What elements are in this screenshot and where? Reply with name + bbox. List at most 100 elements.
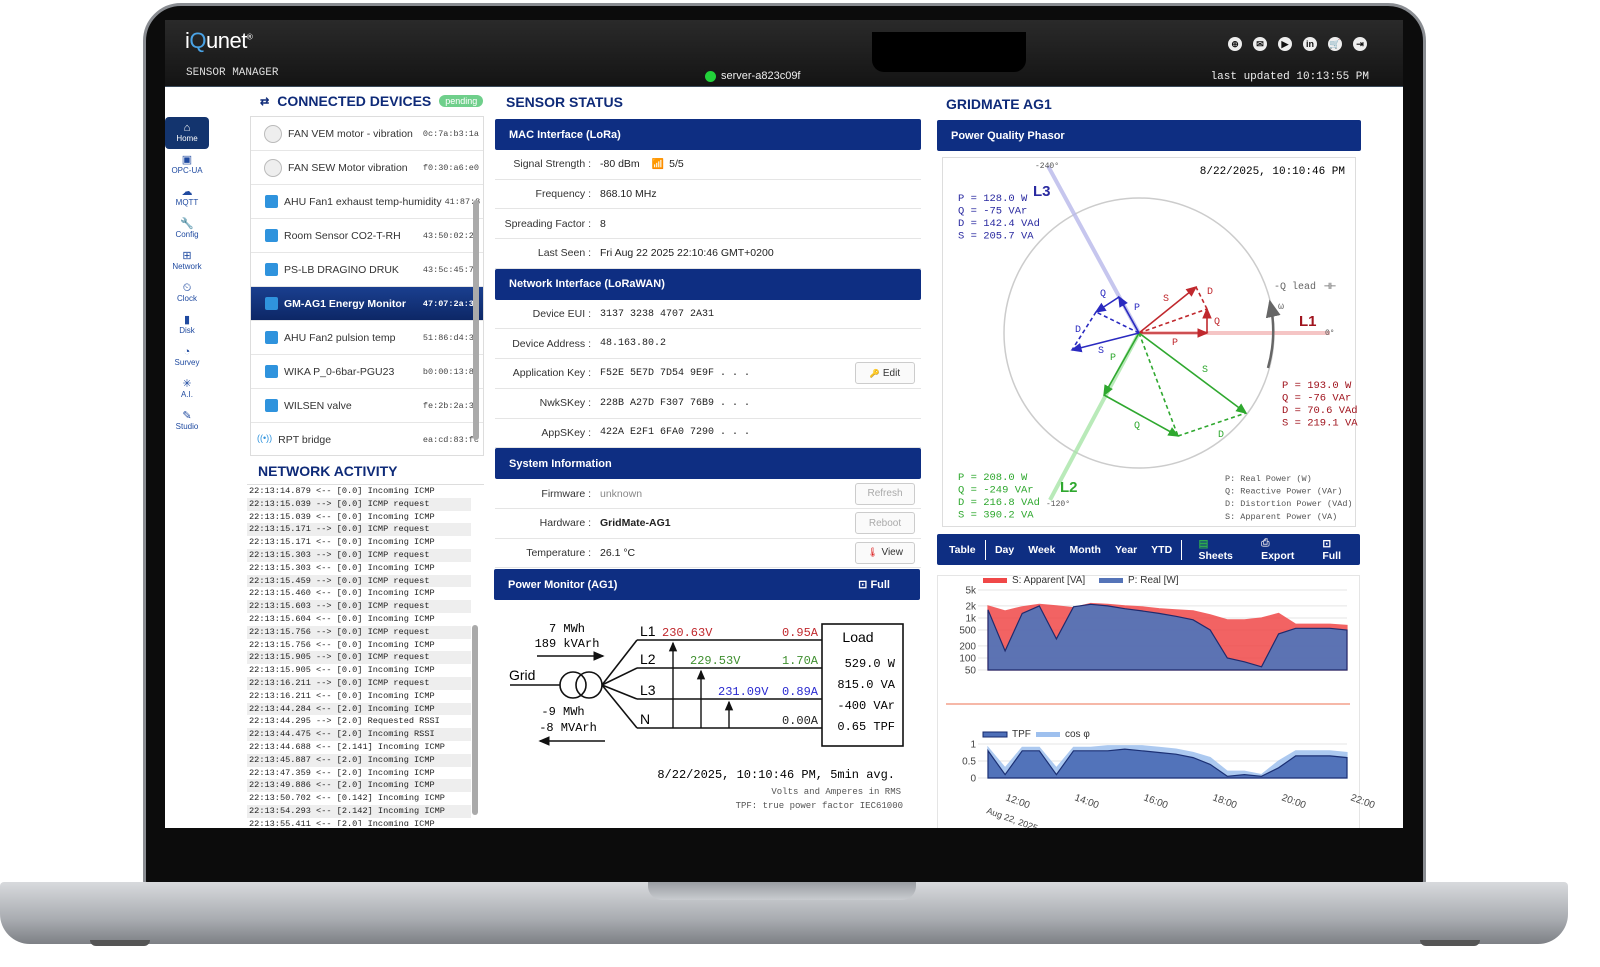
online-dot <box>705 70 716 82</box>
load-value: 529.0 W <box>845 657 896 671</box>
export-button[interactable]: ⎙ Export <box>1254 537 1301 562</box>
phase-stat: Q = -249 VAr <box>958 485 1034 497</box>
fan-wire <box>601 684 638 729</box>
device-item[interactable]: Room Sensor CO2-T-RH 43:50:02:26 <box>251 219 483 253</box>
sidebar-item-survey[interactable]: ◔ Survey <box>165 341 209 373</box>
x-tick: 14:00 <box>1073 792 1101 811</box>
sidebar-item-label: Config <box>175 229 199 239</box>
row-label: Application Key : <box>512 367 591 380</box>
device-mac: 0c:7a:b3:1a <box>422 128 479 139</box>
transformer-coil <box>559 671 587 699</box>
device-list-scrollbar[interactable] <box>473 200 479 440</box>
range-week[interactable]: Week <box>1028 543 1056 556</box>
logout-icon[interactable]: ⇥ <box>1353 37 1367 51</box>
cart-icon[interactable]: 🛒 <box>1328 37 1342 51</box>
log-scrollbar[interactable] <box>472 625 478 815</box>
sheets-icon: ▤ <box>1198 537 1209 550</box>
mail-icon[interactable]: ✉ <box>1253 37 1267 51</box>
phasor-legend-item: Q: Reactive Power (VAr) <box>1225 487 1342 497</box>
export-reactive: -8 MVArh <box>539 721 597 735</box>
y-tick: 100 <box>959 653 976 664</box>
range-ytd[interactable]: YTD <box>1151 543 1173 556</box>
log-line: 22:13:45.887 <-- [2.0] Incoming ICMP <box>247 753 471 767</box>
reboot-button[interactable]: Reboot <box>855 512 915 535</box>
power-monitor-diagram: L1 230.63V 0.95A L2 229.53V 1.70A L3 231.09V 0.8… <box>509 622 904 811</box>
range-year[interactable]: Year <box>1114 543 1138 556</box>
device-item[interactable]: FAN SEW Motor vibration f0:30:a6:e0 <box>251 151 483 185</box>
import-reactive: 189 kVArh <box>535 637 600 651</box>
range-month[interactable]: Month <box>1069 543 1101 556</box>
sidebar-item-mqtt[interactable]: ☁ MQTT <box>165 181 209 213</box>
globe-icon[interactable]: ⊕ <box>1228 37 1242 51</box>
x-tick: 20:00 <box>1280 792 1308 811</box>
row-value: 422A E2F1 6FA0 7290 . . . <box>600 427 751 439</box>
phase-stat: Q = -75 VAr <box>958 206 1027 218</box>
log-line: 22:13:15.039 --> [0.0] ICMP request <box>247 497 471 511</box>
table-button[interactable]: Table <box>949 543 976 556</box>
row-label: Frequency : <box>535 188 591 201</box>
sidebar-item-studio[interactable]: ✎ Studio <box>165 405 209 437</box>
refresh-button[interactable]: Refresh <box>855 482 915 505</box>
sidebar-item-network[interactable]: ⊞ Network <box>165 245 209 277</box>
full-button[interactable]: ⊡ Full <box>858 579 890 591</box>
status-row: AppSKey : 422A E2F1 6FA0 7290 . . . <box>495 419 921 449</box>
toolbar-divider <box>1181 539 1183 560</box>
device-item[interactable]: ((•)) RPT bridge ea:cd:83:fc <box>251 423 483 455</box>
server-status: server-a823c09f <box>705 70 801 82</box>
sheets-button[interactable]: ▤ Sheets <box>1191 538 1240 562</box>
device-item[interactable]: GM-AG1 Energy Monitor 47:07:2a:31 <box>251 287 483 321</box>
legend-label: S: Apparent [VA] <box>1012 575 1085 586</box>
sidebar-item-label: A.I. <box>180 389 193 399</box>
phasor-box <box>942 157 1356 527</box>
device-item[interactable]: WIKA P_0-6bar-PGU23 b0:00:13:8e <box>251 355 483 389</box>
sidebar-item-config[interactable]: 🔧 Config <box>165 213 209 245</box>
device-item[interactable]: PS-LB DRAGINO DRUK 43:5c:45:75 <box>251 253 483 287</box>
sidebar-item-home[interactable]: ⌂ Home <box>165 117 209 149</box>
log-line: 22:13:15.756 <-- [0.0] Incoming ICMP <box>249 639 435 650</box>
device-item[interactable]: AHU Fan1 exhaust temp-humidity 41:87:8 <box>251 185 483 219</box>
device-mac: 43:50:02:26 <box>422 230 479 241</box>
range-day[interactable]: Day <box>994 543 1015 556</box>
iqunet-logo[interactable]: iQunet® <box>185 28 253 53</box>
sidebar-item-ai[interactable]: ✳ A.I. <box>165 373 209 405</box>
power-monitor-header: Power Monitor (AG1) ⊡ Full <box>494 569 920 600</box>
sidebar-item-opcua[interactable]: ▣ OPC-UA <box>165 149 209 181</box>
row-label: Signal Strength : <box>513 158 591 171</box>
load-title: Load <box>842 629 873 645</box>
edit-button[interactable]: 🔑 Edit <box>855 362 915 385</box>
phase-stat: S = 205.7 VA <box>958 231 1034 243</box>
legend-swatch <box>982 731 1008 738</box>
full-button[interactable]: ⊡ Full <box>1315 538 1353 562</box>
y-tick: 1 <box>970 740 976 751</box>
view-button[interactable]: 🌡 View <box>855 541 915 564</box>
sidebar-item-disk[interactable]: ▮ Disk <box>165 309 209 341</box>
status-row: Application Key : F52E 5E7D 7D54 9E9F . .… <box>495 359 921 389</box>
sidebar-item-clock[interactable]: ⏲ Clock <box>165 277 209 309</box>
l3-sum-dashed <box>1095 311 1140 334</box>
device-list: FAN VEM motor - vibration 0c:7a:b3:1a FAN … <box>250 116 484 456</box>
section-title: MAC Interface (LoRa) <box>509 128 621 141</box>
device-mac: 47:07:2a:31 <box>422 298 479 309</box>
linkedin-icon[interactable]: in <box>1303 37 1317 51</box>
button-label: Reboot <box>868 517 902 529</box>
device-item[interactable]: WILSEN valve fe:2b:2a:38 <box>251 389 483 423</box>
phase-name: L1 <box>640 623 656 639</box>
device-mac: fe:2b:2a:38 <box>422 400 479 411</box>
device-item[interactable]: FAN VEM motor - vibration 0c:7a:b3:1a <box>251 117 483 151</box>
button-label: View <box>881 547 903 559</box>
section-title: Network Interface (LoRaWAN) <box>509 278 665 291</box>
l1-s-vector <box>1138 285 1198 334</box>
vector-label: P <box>1110 353 1116 364</box>
legend-swatch <box>983 578 1007 583</box>
device-item[interactable]: AHU Fan2 pulsion temp 51:86:d4:36 <box>251 321 483 355</box>
legend-label: cos φ <box>1065 729 1090 740</box>
y-tick: 0 <box>970 774 976 785</box>
devices-header: ⇄ CONNECTED DEVICES pending <box>260 93 484 109</box>
youtube-icon[interactable]: ▶ <box>1278 37 1292 51</box>
device-mac: ea:cd:83:fc <box>422 434 479 445</box>
device-mac: f0:30:a6:e0 <box>422 162 479 173</box>
series-area-1 <box>987 748 1348 779</box>
l3-q-vector <box>1094 296 1120 313</box>
